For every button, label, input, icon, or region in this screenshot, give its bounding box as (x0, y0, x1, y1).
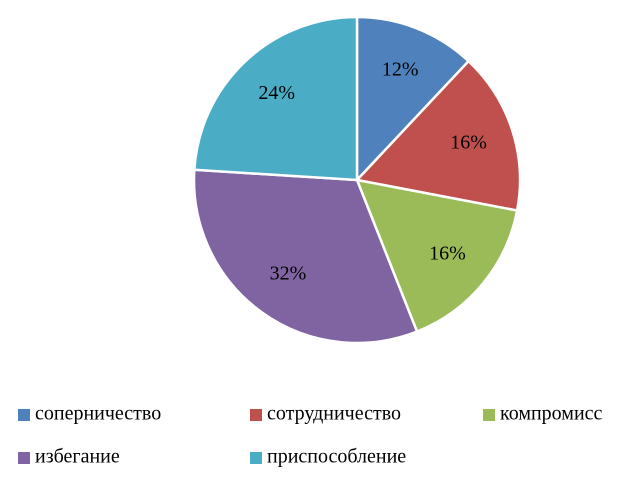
legend-swatch (250, 409, 262, 421)
pie-slice (192, 168, 419, 345)
legend-label: соперничество (35, 403, 161, 425)
legend-swatch (18, 452, 30, 464)
data-label: 32% (270, 263, 307, 285)
data-label: 12% (382, 58, 419, 80)
legend-swatch (18, 409, 30, 421)
legend-swatch (250, 452, 262, 464)
pie-slice (355, 178, 519, 334)
pie-slice (192, 15, 359, 182)
pie-slice (355, 15, 471, 184)
data-label: 16% (450, 131, 487, 153)
legend-label: сотрудничество (267, 403, 401, 425)
legend-label: компромисс (500, 403, 603, 425)
legend-label: избегание (35, 446, 120, 468)
legend-label: приспособление (267, 446, 406, 468)
legend-swatch (483, 409, 495, 421)
data-label: 16% (429, 242, 466, 264)
data-label: 24% (258, 82, 295, 104)
pie-slice (354, 59, 522, 213)
